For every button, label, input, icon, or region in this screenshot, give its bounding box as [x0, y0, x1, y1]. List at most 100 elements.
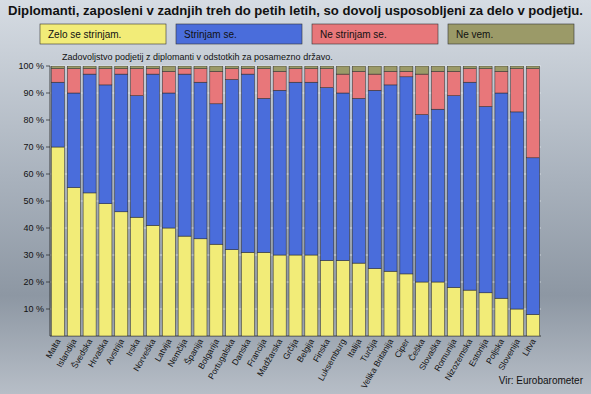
bar-segment [257, 98, 270, 252]
bar-segment [511, 69, 524, 112]
bar-segment [194, 69, 207, 83]
bar-segment [305, 82, 318, 255]
bar-segment [337, 66, 350, 74]
bar-segment [368, 90, 381, 268]
bar-segment [479, 107, 492, 293]
bar-segment [321, 66, 334, 69]
bar-segment [146, 225, 159, 336]
bar-segment [67, 93, 80, 188]
bar-segment [447, 96, 460, 288]
bar-segment [210, 104, 223, 244]
legend-label: Ne strinjam se. [320, 29, 387, 40]
bar-segment [479, 66, 492, 69]
bar-segment [83, 66, 96, 69]
tick-mark [46, 282, 50, 283]
bar-segment [511, 66, 524, 69]
bar-segment [432, 71, 445, 109]
category-label: Luksemburg [316, 337, 348, 383]
bar-segment [479, 69, 492, 107]
bar-segment [67, 69, 80, 93]
bar-segment [337, 260, 350, 336]
bar-segment [352, 98, 365, 263]
bar-segment [210, 244, 223, 336]
annotation: Vir: Eurobarometer [499, 375, 584, 386]
bar-segment [83, 193, 96, 336]
bar-segment [83, 69, 96, 74]
bar-segment [51, 66, 64, 69]
title: Diplomanti, zaposleni v zadnjih treh do … [8, 4, 583, 18]
bar-segment [384, 85, 397, 271]
bar-segment [146, 66, 159, 69]
category-label: Avstrija [103, 337, 126, 366]
bar-segment [400, 66, 413, 71]
tick-label: 70 % [23, 142, 44, 152]
legend-swatch [312, 24, 438, 44]
category-label: Madžarska [255, 337, 285, 378]
bar-segment [447, 71, 460, 95]
bar-segment [83, 74, 96, 193]
tick-label: 10 % [23, 304, 44, 314]
subtitle: Zadovoljstvo podjetij z diplomanti v ods… [62, 52, 333, 62]
bar-segment [131, 66, 144, 69]
bar-segment [226, 250, 239, 336]
bar-segment [273, 255, 286, 336]
bar-segment [352, 66, 365, 71]
bar-segment [257, 66, 270, 69]
bar-segment [67, 188, 80, 337]
bar-segment [368, 269, 381, 337]
bar-segment [463, 290, 476, 336]
tick-mark [46, 228, 50, 229]
bar-segment [226, 80, 239, 250]
bar-segment [51, 69, 64, 83]
tick-mark [46, 66, 50, 67]
bar-segment [416, 282, 429, 336]
bar-segment [321, 260, 334, 336]
bar-segment [241, 252, 254, 336]
bar-segment [352, 71, 365, 98]
tick-mark [46, 201, 50, 202]
tick-label: 90 % [23, 88, 44, 98]
bar-segment [527, 66, 540, 69]
tick-label: 60 % [23, 169, 44, 179]
bar-segment [527, 314, 540, 336]
bar-segment [241, 66, 254, 69]
bar-segment [257, 252, 270, 336]
legend-label: Zelo se strinjam. [48, 29, 121, 40]
bar-segment [447, 66, 460, 71]
bar-segment [226, 66, 239, 69]
bar-segment [463, 69, 476, 83]
legend: Zelo se strinjam. Strinjam se. Ne strinjam… [40, 24, 574, 44]
bar-segment [99, 204, 112, 336]
bar-segment [51, 82, 64, 147]
legend-label: Strinjam se. [184, 29, 237, 40]
tick-label: 100 % [18, 61, 44, 71]
category-label: Hrvaška [86, 337, 110, 369]
tick-label: 80 % [23, 115, 44, 125]
bar-segment [162, 66, 175, 71]
bar-segment [368, 74, 381, 90]
bar-segment [178, 69, 191, 74]
bar-segment [527, 69, 540, 158]
tick-label: 50 % [23, 196, 44, 206]
bar-segment [432, 109, 445, 282]
tick-label: 30 % [23, 250, 44, 260]
bar-segment [495, 66, 508, 71]
bar-segment [479, 293, 492, 336]
bar-segment [305, 69, 318, 83]
bar-segment [368, 66, 381, 74]
bar-segment [463, 66, 476, 69]
bar-segment [210, 71, 223, 103]
bar-segment [257, 69, 270, 99]
bar-segment [162, 228, 175, 336]
bar-segment [384, 71, 397, 85]
tick-mark [46, 147, 50, 148]
bar-segment [178, 66, 191, 69]
bar-segment [400, 274, 413, 336]
bar-segment [178, 236, 191, 336]
bar-segment [447, 287, 460, 336]
bar-segment [416, 66, 429, 74]
bar-segment [416, 115, 429, 282]
bar-segment [305, 255, 318, 336]
bar-segment [131, 69, 144, 96]
bar-segment [162, 71, 175, 93]
